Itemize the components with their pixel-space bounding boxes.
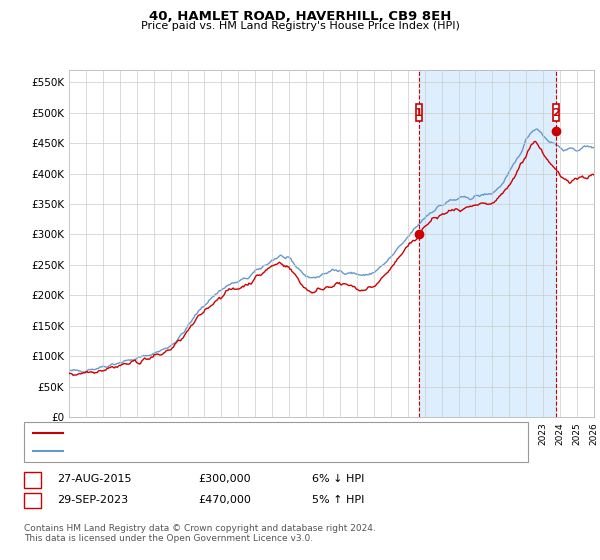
FancyBboxPatch shape (416, 104, 422, 121)
Text: 1: 1 (29, 474, 36, 484)
Bar (419, 70, 556, 417)
Text: 27-AUG-2015: 27-AUG-2015 (57, 474, 131, 484)
Text: 6% ↓ HPI: 6% ↓ HPI (312, 474, 364, 484)
Text: 40, HAMLET ROAD, HAVERHILL, CB9 8EH (detached house): 40, HAMLET ROAD, HAVERHILL, CB9 8EH (det… (69, 428, 375, 438)
Text: 1: 1 (415, 108, 422, 118)
Text: Price paid vs. HM Land Registry's House Price Index (HPI): Price paid vs. HM Land Registry's House … (140, 21, 460, 31)
Text: 2: 2 (552, 108, 560, 118)
Text: HPI: Average price, detached house, West Suffolk: HPI: Average price, detached house, West… (69, 446, 327, 456)
Text: 29-SEP-2023: 29-SEP-2023 (57, 494, 128, 505)
Text: 2: 2 (29, 494, 36, 505)
Text: 5% ↑ HPI: 5% ↑ HPI (312, 494, 364, 505)
FancyBboxPatch shape (553, 104, 559, 121)
Text: Contains HM Land Registry data © Crown copyright and database right 2024.
This d: Contains HM Land Registry data © Crown c… (24, 524, 376, 543)
Text: 40, HAMLET ROAD, HAVERHILL, CB9 8EH: 40, HAMLET ROAD, HAVERHILL, CB9 8EH (149, 10, 451, 23)
Text: £300,000: £300,000 (198, 474, 251, 484)
Text: £470,000: £470,000 (198, 494, 251, 505)
